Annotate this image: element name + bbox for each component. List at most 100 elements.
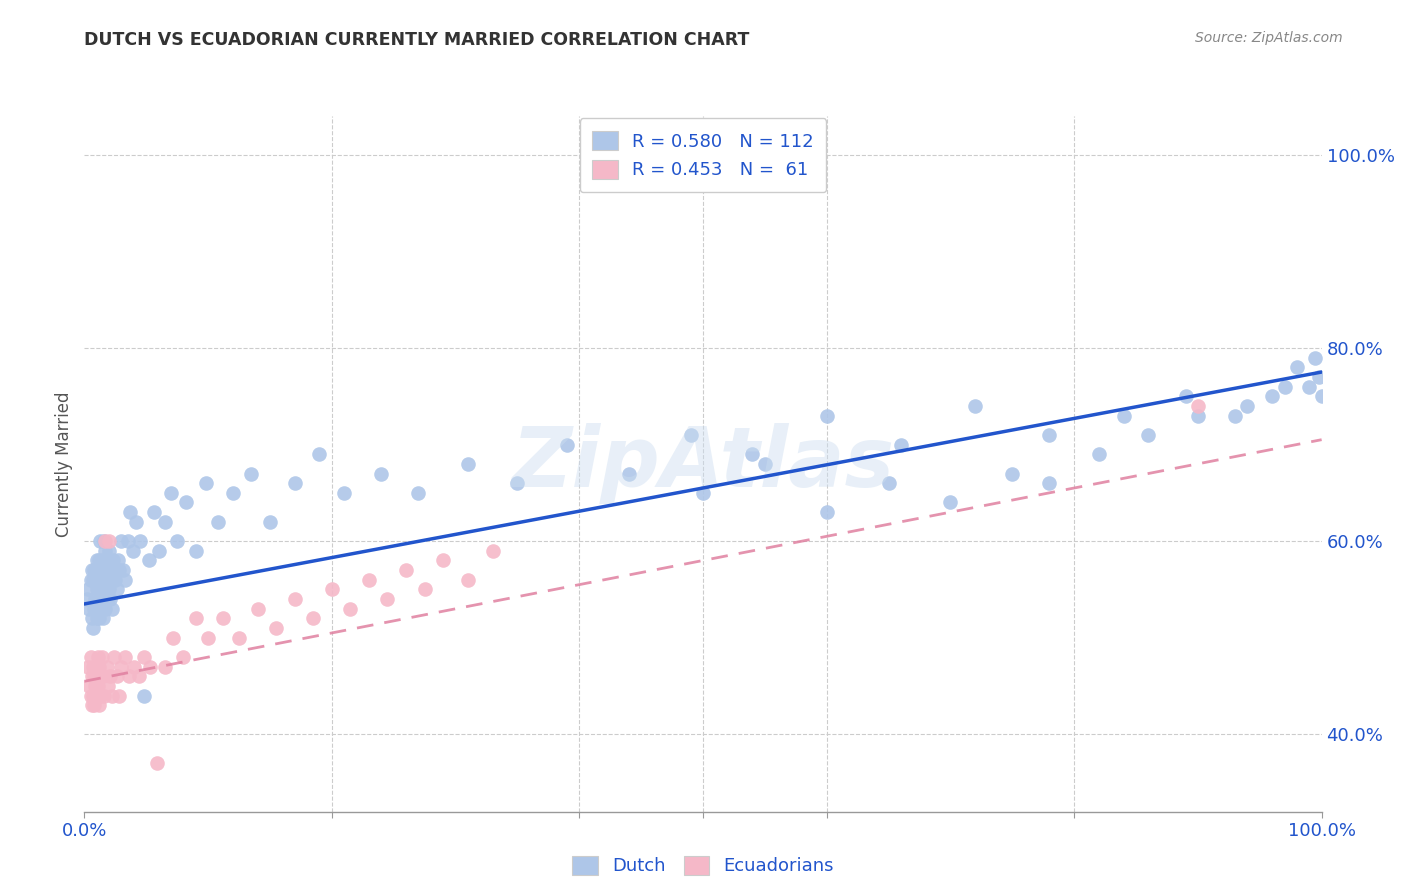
Point — [98, 582, 121, 597]
Point — [80, 669, 103, 683]
Point — [377, 592, 399, 607]
Point — [1137, 428, 1160, 442]
Point — [457, 457, 479, 471]
Point — [94, 601, 117, 615]
Point — [89, 563, 111, 577]
Point — [79, 689, 101, 703]
Point — [153, 515, 176, 529]
Point — [108, 563, 131, 577]
Point — [83, 563, 105, 577]
Point — [148, 544, 170, 558]
Point — [1305, 351, 1327, 365]
Point — [555, 437, 578, 451]
Point — [87, 601, 110, 615]
Point — [125, 515, 148, 529]
Point — [93, 592, 115, 607]
Point — [174, 495, 197, 509]
Point — [100, 573, 122, 587]
Point — [89, 669, 111, 683]
Point — [1308, 369, 1330, 384]
Point — [79, 601, 101, 615]
Point — [679, 428, 702, 442]
Point — [184, 544, 207, 558]
Point — [408, 485, 430, 500]
Point — [79, 679, 101, 693]
Point — [86, 611, 108, 625]
Point — [79, 573, 101, 587]
Point — [91, 611, 114, 625]
Point — [197, 631, 219, 645]
Point — [142, 505, 165, 519]
Point — [94, 544, 117, 558]
Point — [129, 534, 152, 549]
Point — [86, 582, 108, 597]
Point — [86, 689, 108, 703]
Point — [395, 563, 418, 577]
Point — [82, 621, 104, 635]
Point — [160, 485, 183, 500]
Point — [122, 660, 145, 674]
Point — [815, 505, 838, 519]
Text: DUTCH VS ECUADORIAN CURRENTLY MARRIED CORRELATION CHART: DUTCH VS ECUADORIAN CURRENTLY MARRIED CO… — [84, 31, 749, 49]
Point — [153, 660, 176, 674]
Point — [132, 689, 155, 703]
Point — [1310, 389, 1333, 403]
Point — [370, 467, 392, 481]
Point — [184, 611, 207, 625]
Point — [114, 573, 136, 587]
Point — [172, 650, 194, 665]
Point — [96, 582, 118, 597]
Point — [87, 679, 110, 693]
Point — [90, 573, 112, 587]
Point — [98, 534, 121, 549]
Point — [89, 660, 111, 674]
Point — [815, 409, 838, 423]
Point — [86, 669, 108, 683]
Point — [138, 553, 160, 567]
Point — [97, 592, 120, 607]
Point — [82, 573, 104, 587]
Point — [457, 573, 479, 587]
Point — [166, 534, 188, 549]
Point — [264, 621, 287, 635]
Point — [87, 650, 110, 665]
Point — [89, 592, 111, 607]
Point — [103, 650, 125, 665]
Point — [121, 544, 143, 558]
Point — [117, 534, 139, 549]
Point — [98, 592, 121, 607]
Legend: Dutch, Ecuadorians: Dutch, Ecuadorians — [565, 848, 841, 883]
Point — [1274, 379, 1296, 393]
Point — [481, 544, 503, 558]
Point — [1174, 389, 1197, 403]
Point — [162, 631, 184, 645]
Point — [207, 515, 229, 529]
Point — [741, 447, 763, 461]
Point — [107, 553, 129, 567]
Point — [212, 611, 235, 625]
Point — [120, 505, 142, 519]
Point — [357, 573, 380, 587]
Point — [890, 437, 912, 451]
Point — [692, 485, 714, 500]
Point — [98, 563, 121, 577]
Point — [101, 553, 124, 567]
Point — [89, 582, 111, 597]
Point — [284, 476, 307, 491]
Point — [77, 660, 100, 674]
Text: ZipAtlas: ZipAtlas — [512, 424, 894, 504]
Point — [77, 582, 100, 597]
Point — [83, 669, 105, 683]
Point — [617, 467, 640, 481]
Point — [1285, 360, 1308, 375]
Y-axis label: Currently Married: Currently Married — [55, 391, 73, 537]
Point — [302, 611, 325, 625]
Point — [86, 553, 108, 567]
Point — [100, 689, 122, 703]
Point — [1088, 447, 1111, 461]
Point — [110, 660, 132, 674]
Point — [1187, 409, 1209, 423]
Point — [1187, 399, 1209, 413]
Point — [89, 689, 111, 703]
Point — [308, 447, 330, 461]
